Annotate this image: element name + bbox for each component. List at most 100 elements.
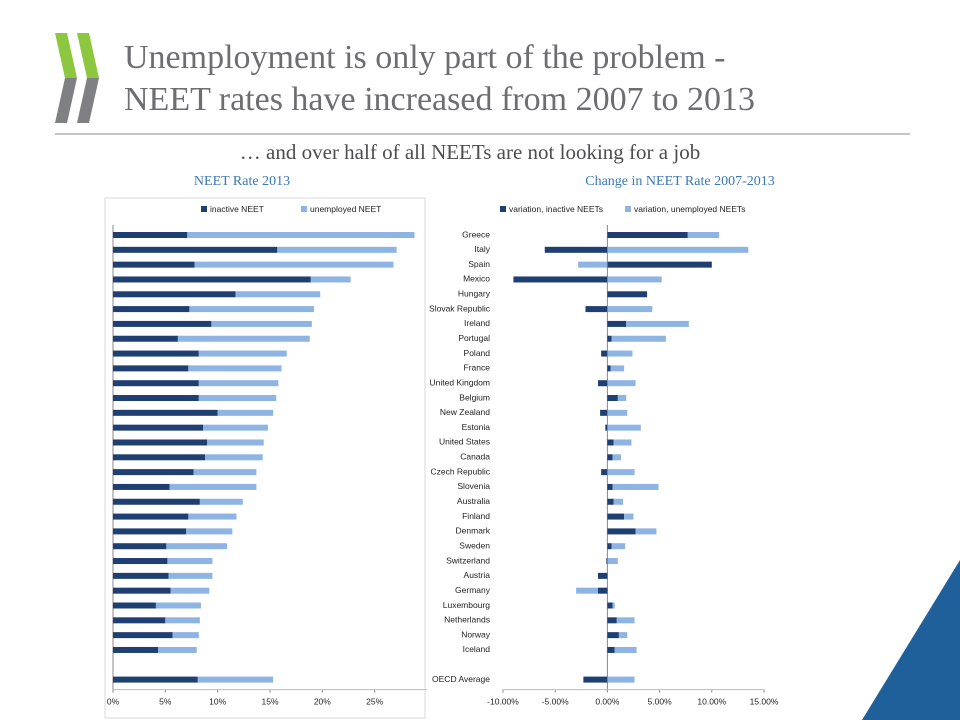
bar-segment [611, 335, 666, 342]
x-tick-label: 0% [107, 696, 120, 706]
bar-segment [198, 395, 277, 402]
bar-segment [598, 380, 608, 387]
bar-segment [601, 350, 608, 357]
bar-segment [600, 409, 608, 416]
bar-segment [203, 424, 268, 431]
bar-segment [177, 335, 310, 342]
bar-segment [618, 632, 628, 639]
bar-segment [583, 676, 608, 683]
bar-segment [113, 632, 173, 639]
bar-segment [113, 276, 311, 283]
category-label: Switzerland [446, 555, 490, 565]
bar-segment [607, 646, 615, 653]
category-label: Germany [455, 585, 491, 595]
bar-segment [611, 543, 626, 550]
bar-segment [113, 335, 178, 342]
category-label: Spain [468, 259, 490, 269]
bar-segment [217, 409, 274, 416]
bar-segment [113, 543, 167, 550]
x-tick-label: 5% [159, 696, 172, 706]
category-label: Austria [464, 570, 491, 580]
bar-segment [199, 498, 243, 505]
bar-segment [207, 439, 264, 446]
bar-segment [113, 261, 195, 268]
bar-segment [513, 276, 608, 283]
bar-segment [624, 513, 634, 520]
legend-swatch [500, 206, 506, 212]
bar-segment [113, 676, 198, 683]
corner-decoration [862, 560, 960, 720]
x-tick-label: -5.00% [542, 696, 569, 706]
bar-segment [607, 528, 636, 535]
category-label: Slovenia [457, 481, 490, 491]
category-label: Poland [464, 348, 491, 358]
category-label: Australia [457, 496, 490, 506]
bar-segment [607, 513, 625, 520]
bar-segment [613, 439, 632, 446]
bar-segment [197, 676, 274, 683]
chart-title: Change in NEET Rate 2007-2013 [585, 174, 775, 189]
bar-segment [113, 246, 278, 253]
category-label: New Zealand [440, 407, 490, 417]
legend-label: variation, inactive NEETs [509, 204, 603, 214]
bar-segment [635, 528, 657, 535]
bar-segment [598, 587, 608, 594]
bar-segment [617, 395, 627, 402]
bar-segment [598, 572, 608, 579]
bar-segment [607, 602, 613, 609]
bar-segment [612, 483, 659, 490]
bar-segment [607, 291, 648, 298]
category-label: Netherlands [444, 615, 490, 625]
bar-segment [607, 306, 653, 313]
category-label: Greece [462, 229, 490, 239]
category-label: Mexico [463, 274, 490, 284]
legend-label: inactive NEET [210, 204, 264, 214]
bar-segment [113, 646, 159, 653]
bar-segment [113, 424, 204, 431]
bar-segment [607, 261, 712, 268]
bar-segment [310, 276, 351, 283]
bar-segment [277, 246, 397, 253]
category-label: Norway [461, 629, 491, 639]
category-label: Czech Republic [430, 466, 490, 476]
category-label: France [464, 363, 491, 373]
bar-segment [158, 646, 197, 653]
bar-segment [113, 513, 189, 520]
bar-segment [113, 395, 199, 402]
bar-segment [189, 306, 314, 313]
bar-segment [198, 350, 287, 357]
x-tick-label: 20% [314, 696, 331, 706]
bar-segment [113, 483, 170, 490]
category-label: Sweden [459, 540, 490, 550]
x-tick-label: 0.00% [595, 696, 620, 706]
bar-segment [607, 676, 635, 683]
bar-segment [607, 232, 688, 238]
bar-segment [607, 454, 613, 461]
bar-segment [607, 350, 633, 357]
bar-segment [601, 469, 608, 476]
bar-segment [113, 572, 169, 579]
legend-label: variation, unemployed NEETs [634, 204, 746, 214]
bar-segment [113, 232, 188, 238]
category-label: Belgium [459, 392, 490, 402]
bar-segment [113, 498, 200, 505]
bar-segment [613, 498, 624, 505]
category-label: Portugal [458, 333, 490, 343]
bar-segment [187, 232, 415, 238]
category-label: Finland [462, 511, 490, 521]
bar-segment [235, 291, 321, 298]
bar-segment [687, 232, 720, 238]
bar-segment [607, 424, 641, 431]
logo-chevron [55, 78, 77, 123]
category-label: United States [439, 437, 490, 447]
x-tick-label: 15% [261, 696, 278, 706]
bar-segment [607, 617, 617, 624]
chart-title: NEET Rate 2013 [194, 174, 290, 189]
bar-segment [169, 483, 257, 490]
category-label: OECD Average [432, 674, 490, 684]
bar-segment [614, 646, 637, 653]
bar-segment [172, 632, 199, 639]
bar-segment [168, 572, 213, 579]
bar-segment [186, 528, 233, 535]
